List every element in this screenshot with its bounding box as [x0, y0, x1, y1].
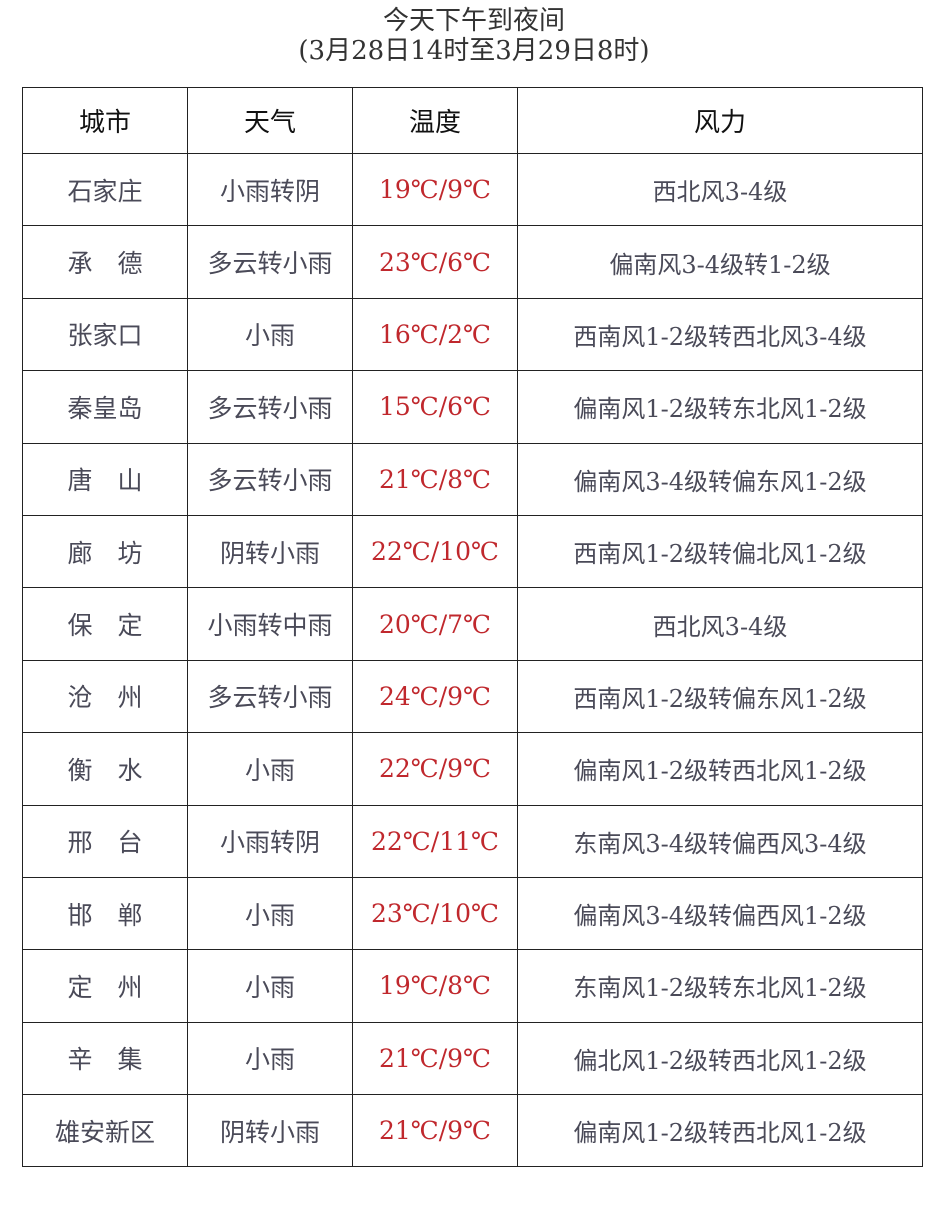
wind-cell: 西南风1-2级转偏东风1-2级: [517, 659, 923, 734]
weather-cell: 阴转小雨: [187, 514, 353, 589]
temperature-cell: 16℃/2℃: [352, 297, 518, 372]
wind-cell: 偏南风1-2级转西北风1-2级: [517, 1094, 923, 1168]
weather-cell: 多云转小雨: [187, 442, 353, 516]
wind-cell: 偏南风3-4级转偏西风1-2级: [517, 876, 923, 951]
weather-cell: 小雨转阴: [187, 152, 353, 227]
table-row: 石家庄 小雨转阴 19℃/9℃ 西北风3-4级: [22, 152, 923, 227]
city-cell: 沧 州: [22, 659, 188, 734]
city-cell: 秦皇岛: [22, 370, 188, 444]
header-city: 城市: [22, 87, 188, 154]
temperature-cell: 19℃/9℃: [352, 152, 518, 227]
table-row: 辛 集小雨 21℃/9℃ 偏北风1-2级转西北风1-2级: [22, 1021, 923, 1096]
city-cell: 唐 山: [22, 442, 188, 516]
city-cell: 石家庄: [22, 152, 188, 227]
weather-cell: 小雨: [187, 949, 353, 1023]
table-row: 唐 山多云转小雨 21℃/8℃ 偏南风3-4级转偏东风1-2级: [22, 442, 923, 516]
weather-cell: 多云转小雨: [187, 370, 353, 444]
weather-table: 城市 天气 温度 风力 石家庄 小雨转阴 19℃/9℃ 西北风3-4级承 德多云转小雨…: [22, 87, 923, 1168]
temperature-cell: 21℃/8℃: [352, 442, 518, 516]
table-row: 张家口 小雨 16℃/2℃ 西南风1-2级转西北风3-4级: [22, 297, 923, 372]
header-temperature: 温度: [352, 87, 518, 154]
header-wind: 风力: [517, 87, 923, 154]
wind-cell: 西南风1-2级转偏北风1-2级: [517, 514, 923, 589]
weather-cell: 阴转小雨: [187, 1094, 353, 1168]
wind-cell: 偏南风1-2级转西北风1-2级: [517, 732, 923, 806]
table-row: 雄安新区 阴转小雨 21℃/9℃ 偏南风1-2级转西北风1-2级: [22, 1094, 923, 1168]
temperature-cell: 21℃/9℃: [352, 1021, 518, 1096]
table-row: 保 定小雨转中雨 20℃/7℃ 西北风3-4级: [22, 587, 923, 661]
table-row: 沧 州多云转小雨 24℃/9℃ 西南风1-2级转偏东风1-2级: [22, 659, 923, 734]
weather-cell: 小雨转阴: [187, 804, 353, 878]
wind-cell: 东南风1-2级转东北风1-2级: [517, 949, 923, 1023]
wind-cell: 偏南风3-4级转1-2级: [517, 225, 923, 299]
temperature-cell: 21℃/9℃: [352, 1094, 518, 1168]
table-row: 衡 水小雨 22℃/9℃ 偏南风1-2级转西北风1-2级: [22, 732, 923, 806]
city-cell: 邢 台: [22, 804, 188, 878]
page-subtitle: (3月28日14时至3月29日8时): [298, 36, 650, 66]
wind-cell: 西北风3-4级: [517, 587, 923, 661]
city-cell: 张家口: [22, 297, 188, 372]
temperature-cell: 23℃/10℃: [352, 876, 518, 951]
table-row: 邯 郸小雨 23℃/10℃ 偏南风3-4级转偏西风1-2级: [22, 876, 923, 951]
temperature-cell: 24℃/9℃: [352, 659, 518, 734]
table-row: 定 州小雨 19℃/8℃ 东南风1-2级转东北风1-2级: [22, 949, 923, 1023]
table-row: 承 德多云转小雨 23℃/6℃ 偏南风3-4级转1-2级: [22, 225, 923, 299]
weather-cell: 小雨: [187, 297, 353, 372]
wind-cell: 偏南风3-4级转偏东风1-2级: [517, 442, 923, 516]
wind-cell: 偏北风1-2级转西北风1-2级: [517, 1021, 923, 1096]
temperature-cell: 22℃/11℃: [352, 804, 518, 878]
weather-cell: 小雨转中雨: [187, 587, 353, 661]
city-cell: 保 定: [22, 587, 188, 661]
city-cell: 雄安新区: [22, 1094, 188, 1168]
weather-cell: 小雨: [187, 876, 353, 951]
page-title: 今天下午到夜间: [382, 6, 565, 36]
temperature-cell: 23℃/6℃: [352, 225, 518, 299]
city-cell: 邯 郸: [22, 876, 188, 951]
table-row: 秦皇岛 多云转小雨 15℃/6℃ 偏南风1-2级转东北风1-2级: [22, 370, 923, 444]
weather-cell: 小雨: [187, 732, 353, 806]
wind-cell: 西北风3-4级: [517, 152, 923, 227]
city-cell: 廊 坊: [22, 514, 188, 589]
city-cell: 辛 集: [22, 1021, 188, 1096]
wind-cell: 西南风1-2级转西北风3-4级: [517, 297, 923, 372]
wind-cell: 东南风3-4级转偏西风3-4级: [517, 804, 923, 878]
city-cell: 衡 水: [22, 732, 188, 806]
table-row: 邢 台小雨转阴 22℃/11℃ 东南风3-4级转偏西风3-4级: [22, 804, 923, 878]
temperature-cell: 15℃/6℃: [352, 370, 518, 444]
city-cell: 定 州: [22, 949, 188, 1023]
wind-cell: 偏南风1-2级转东北风1-2级: [517, 370, 923, 444]
temperature-cell: 19℃/8℃: [352, 949, 518, 1023]
city-cell: 承 德: [22, 225, 188, 299]
temperature-cell: 22℃/9℃: [352, 732, 518, 806]
temperature-cell: 22℃/10℃: [352, 514, 518, 589]
header-weather: 天气: [187, 87, 353, 154]
temperature-cell: 20℃/7℃: [352, 587, 518, 661]
table-header-row: 城市 天气 温度 风力: [22, 87, 923, 154]
weather-cell: 多云转小雨: [187, 659, 353, 734]
table-row: 廊 坊阴转小雨 22℃/10℃ 西南风1-2级转偏北风1-2级: [22, 514, 923, 589]
weather-cell: 多云转小雨: [187, 225, 353, 299]
weather-cell: 小雨: [187, 1021, 353, 1096]
